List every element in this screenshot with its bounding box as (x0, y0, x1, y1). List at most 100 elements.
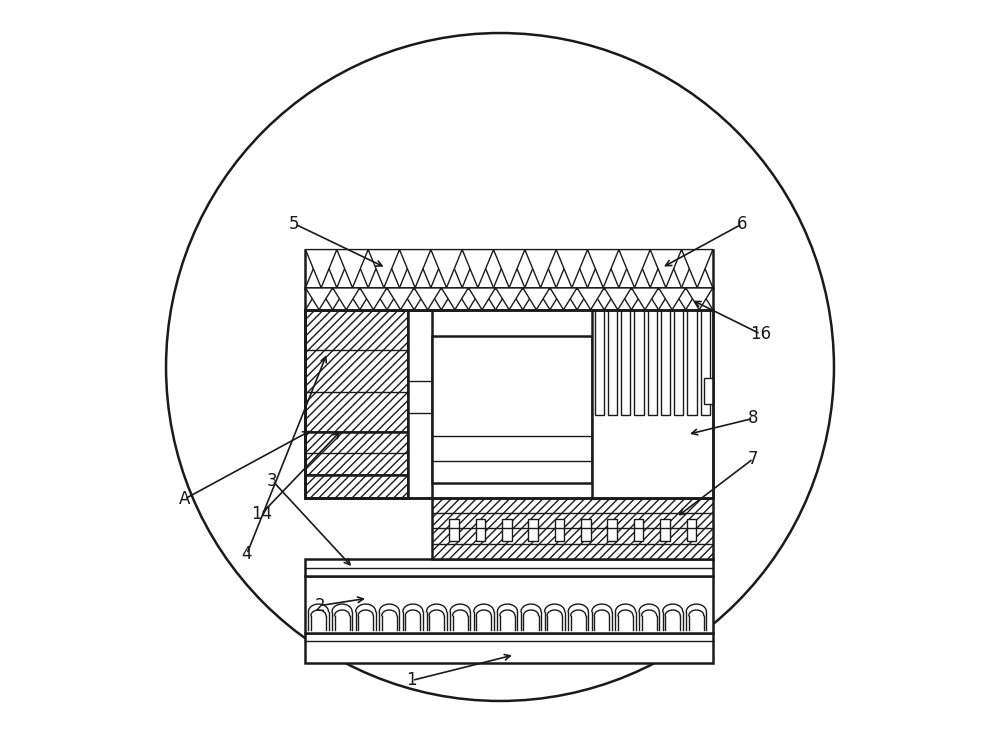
Polygon shape (682, 250, 713, 288)
Polygon shape (619, 250, 650, 288)
Polygon shape (588, 250, 619, 288)
Circle shape (166, 33, 834, 701)
Polygon shape (360, 288, 387, 310)
Polygon shape (631, 288, 659, 310)
Polygon shape (368, 250, 399, 288)
Polygon shape (686, 288, 713, 310)
Polygon shape (305, 250, 337, 288)
Bar (476, 519, 485, 541)
Bar (305, 310, 408, 432)
Bar (432, 336, 592, 483)
Bar (660, 519, 670, 541)
Bar (634, 310, 644, 415)
Polygon shape (525, 250, 556, 288)
Text: 7: 7 (748, 450, 758, 468)
Polygon shape (333, 288, 360, 310)
Polygon shape (588, 250, 619, 288)
Bar (408, 310, 432, 498)
Text: 4: 4 (242, 545, 252, 563)
Polygon shape (604, 288, 631, 310)
Bar (701, 310, 710, 415)
Polygon shape (523, 288, 550, 310)
Polygon shape (305, 288, 333, 310)
Polygon shape (333, 288, 360, 310)
Polygon shape (550, 288, 577, 310)
Bar (305, 432, 408, 475)
Text: 3: 3 (267, 472, 278, 490)
Bar (305, 310, 408, 498)
Polygon shape (682, 250, 713, 288)
Bar (607, 519, 617, 541)
Bar (305, 310, 713, 498)
Text: 16: 16 (750, 325, 771, 343)
Polygon shape (496, 288, 523, 310)
Text: A: A (179, 490, 190, 508)
Polygon shape (399, 250, 431, 288)
Text: 1: 1 (407, 672, 417, 689)
Polygon shape (494, 250, 525, 288)
Polygon shape (650, 250, 682, 288)
Polygon shape (494, 250, 525, 288)
Polygon shape (556, 250, 588, 288)
Polygon shape (462, 250, 494, 288)
Polygon shape (650, 250, 682, 288)
Bar (687, 310, 697, 415)
Bar (581, 519, 591, 541)
Bar (305, 633, 713, 663)
Polygon shape (468, 288, 496, 310)
Polygon shape (659, 288, 686, 310)
Polygon shape (604, 288, 631, 310)
Polygon shape (577, 288, 604, 310)
Polygon shape (431, 250, 462, 288)
Bar (648, 310, 657, 415)
Bar (555, 519, 564, 541)
Bar (305, 288, 713, 310)
Polygon shape (462, 250, 494, 288)
Bar (432, 498, 713, 559)
Polygon shape (556, 250, 588, 288)
Bar (528, 519, 538, 541)
Bar (608, 310, 617, 415)
Bar (661, 310, 670, 415)
Bar (704, 378, 713, 404)
Polygon shape (468, 288, 496, 310)
Bar (634, 519, 643, 541)
Bar (502, 519, 512, 541)
Bar (592, 310, 713, 498)
Bar (595, 310, 604, 415)
Polygon shape (525, 250, 556, 288)
Polygon shape (659, 288, 686, 310)
Bar (305, 475, 408, 498)
Text: 14: 14 (251, 505, 272, 523)
Polygon shape (619, 250, 650, 288)
Polygon shape (441, 288, 468, 310)
Polygon shape (360, 288, 387, 310)
Bar (305, 576, 713, 633)
Polygon shape (496, 288, 523, 310)
Polygon shape (577, 288, 604, 310)
Polygon shape (368, 250, 399, 288)
Polygon shape (387, 288, 414, 310)
Polygon shape (399, 250, 431, 288)
Bar (621, 310, 630, 415)
Bar (674, 310, 683, 415)
Bar (449, 519, 459, 541)
Polygon shape (431, 250, 462, 288)
Polygon shape (305, 288, 333, 310)
Polygon shape (523, 288, 550, 310)
Polygon shape (631, 288, 659, 310)
Bar (305, 250, 713, 288)
Polygon shape (686, 288, 713, 310)
Text: 2: 2 (315, 597, 325, 614)
Text: 6: 6 (737, 215, 747, 233)
Polygon shape (337, 250, 368, 288)
Polygon shape (387, 288, 414, 310)
Polygon shape (337, 250, 368, 288)
Polygon shape (414, 288, 441, 310)
Polygon shape (305, 250, 337, 288)
Polygon shape (550, 288, 577, 310)
Polygon shape (414, 288, 441, 310)
Bar (687, 519, 696, 541)
Text: 8: 8 (748, 410, 758, 427)
Bar (305, 559, 713, 576)
